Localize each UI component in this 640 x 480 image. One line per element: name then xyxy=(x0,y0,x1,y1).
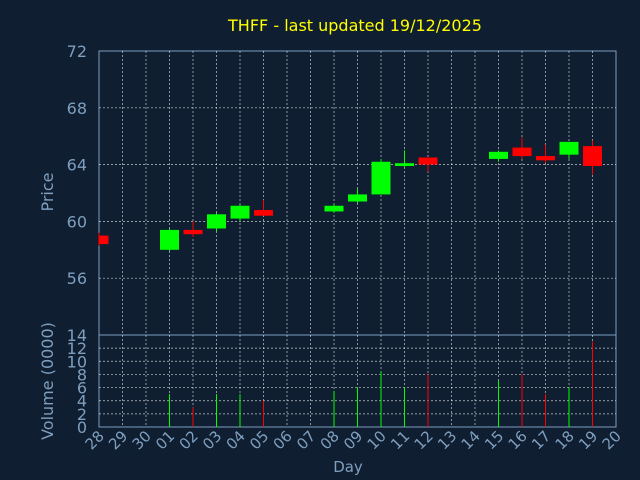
price-tick-label: 64 xyxy=(67,156,87,175)
candle-body xyxy=(348,194,367,202)
x-tick-label: 11 xyxy=(387,427,413,453)
candle-body xyxy=(207,214,226,229)
x-tick-label: 05 xyxy=(246,427,272,453)
candle-body xyxy=(254,210,273,216)
candle-body xyxy=(559,141,579,155)
volume-tick-label: 8 xyxy=(77,365,87,384)
x-tick-label: 08 xyxy=(317,427,343,453)
x-tick-label: 14 xyxy=(458,427,484,453)
candle-body xyxy=(230,205,250,219)
volume-tick-label: 10 xyxy=(67,352,87,371)
candle-body xyxy=(512,147,532,157)
price-panel: 56 60 64 68 72 xyxy=(67,42,617,336)
x-tick-labels: 2829300102030405060708091011121314151617… xyxy=(82,427,625,453)
x-tick-label: 09 xyxy=(340,427,366,453)
candle-body xyxy=(183,229,203,235)
x-tick-label: 20 xyxy=(599,427,625,453)
candle-body xyxy=(324,205,344,212)
price-tick-label: 56 xyxy=(67,269,87,288)
volume-tick-label: 0 xyxy=(77,418,87,437)
x-tick-label: 17 xyxy=(528,427,554,453)
volume-tick-label: 4 xyxy=(77,392,87,411)
candle-body xyxy=(583,146,602,167)
x-tick-label: 30 xyxy=(129,427,155,453)
x-tick-label: 07 xyxy=(293,427,319,453)
x-tick-label: 02 xyxy=(176,427,202,453)
x-tick-label: 13 xyxy=(434,427,460,453)
price-axis-label: Price xyxy=(38,172,57,211)
x-tick-label: 06 xyxy=(270,427,296,453)
candle-body xyxy=(489,151,508,159)
candle-body xyxy=(418,157,438,165)
x-axis-label: Day xyxy=(333,458,363,476)
x-tick-label: 19 xyxy=(575,427,601,453)
candle-body xyxy=(371,161,391,195)
volume-tick-label: 6 xyxy=(77,379,87,398)
chart-title: THFF - last updated 19/12/2025 xyxy=(227,16,482,35)
volume-tick-label: 14 xyxy=(67,326,87,345)
candle-body xyxy=(536,156,555,161)
price-tick-label: 68 xyxy=(67,99,87,118)
x-tick-label: 15 xyxy=(481,427,507,453)
price-tick-label: 60 xyxy=(67,212,87,231)
x-tick-label: 16 xyxy=(505,427,531,453)
volume-tick-label: 2 xyxy=(77,405,87,424)
x-tick-label: 01 xyxy=(152,427,178,453)
volume-tick-label: 12 xyxy=(67,339,87,358)
x-tick-label: 04 xyxy=(223,427,249,453)
x-tick-label: 18 xyxy=(552,427,578,453)
candle-body xyxy=(99,235,109,245)
x-tick-label: 12 xyxy=(411,427,437,453)
candle-body xyxy=(160,229,179,250)
price-tick-label: 72 xyxy=(67,42,87,61)
x-tick-label: 29 xyxy=(105,427,131,453)
volume-axis-label: Volume (0000) xyxy=(38,322,57,440)
candle-body xyxy=(395,163,414,167)
x-tick-label: 03 xyxy=(199,427,225,453)
x-tick-label: 10 xyxy=(364,427,390,453)
